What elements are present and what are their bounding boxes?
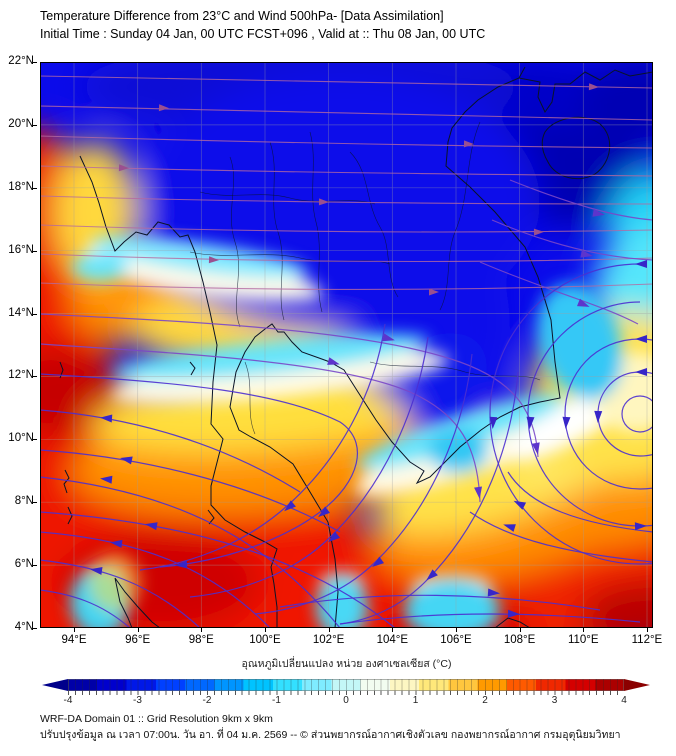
lat-tick-label: 20°N — [8, 117, 34, 130]
lon-tick-mark — [583, 628, 585, 632]
lon-tick-label: 112°E — [631, 634, 663, 646]
colorbar-tick-label: 2 — [482, 695, 488, 706]
colorbar-tick-labels: -4 -3 -2 -1 0 1 2 3 4 — [64, 695, 627, 707]
colorbar-right-arrow — [624, 679, 650, 691]
chart-subtitle: Initial Time : Sunday 04 Jan, 00 UTC FCS… — [40, 27, 486, 41]
lat-tick-label: 18°N — [8, 180, 34, 193]
longitude-axis: 94°E 96°E 98°E 100°E 102°E 104°E 106°E 108°E 110… — [0, 628, 676, 654]
lat-tick-mark — [33, 124, 37, 126]
colorbar-title: อุณหภูมิเปลี่ยนแปลง หน่วย องศาเซลเซียส (… — [241, 658, 452, 670]
map-border — [40, 62, 653, 628]
lat-tick-label: 6°N — [14, 558, 34, 571]
lat-tick-mark — [33, 187, 37, 189]
footer-credit: ปรับปรุงข้อมูล ณ เวลา 07:00น. วัน อา. ที… — [40, 729, 621, 741]
lon-tick-label: 100°E — [249, 634, 281, 646]
footer-domain-info: WRF-DA Domain 01 :: Grid Resolution 9km … — [40, 713, 273, 725]
lon-tick-mark — [455, 628, 457, 632]
lat-tick-label: 10°N — [8, 432, 34, 445]
lon-tick-label: 106°E — [440, 634, 472, 646]
title-block: Temperature Difference from 23°C and Win… — [40, 7, 485, 43]
lat-tick-mark — [33, 439, 37, 441]
lon-tick-label: 104°E — [376, 634, 409, 646]
colorbar-tick-label: -1 — [272, 695, 281, 706]
colorbar-minor-ticks — [68, 691, 624, 695]
lat-tick-label: 4°N — [14, 621, 34, 633]
colorbar-tick-label: 4 — [621, 695, 627, 706]
colorbar-tick-label: 3 — [551, 695, 558, 706]
streamline-arrows-north — [118, 83, 599, 296]
lat-tick-mark — [33, 62, 37, 63]
lon-tick-mark — [519, 628, 521, 632]
colorbar-tick-label: -2 — [202, 695, 212, 706]
lon-tick-mark — [74, 628, 75, 632]
temperature-field — [40, 62, 653, 628]
lon-tick-mark — [646, 628, 648, 632]
lon-tick-mark — [201, 628, 203, 632]
colorbar-gradient — [68, 679, 624, 691]
wind-streamlines — [40, 75, 653, 628]
colorbar-tick-label: 1 — [412, 695, 419, 706]
lon-tick-label: 96°E — [125, 634, 151, 646]
lon-tick-mark — [264, 628, 266, 632]
grid-lines — [40, 62, 653, 628]
lon-tick-label: 108°E — [503, 634, 536, 646]
streamline-arrows-south — [90, 260, 647, 618]
colorbar-tick-label: 0 — [343, 695, 349, 706]
lon-tick-mark — [137, 628, 139, 632]
lat-tick-mark — [33, 628, 37, 629]
lon-tick-mark — [328, 628, 330, 632]
lat-tick-label: 8°N — [14, 495, 34, 508]
lon-tick-label: 102°E — [312, 634, 345, 646]
lat-tick-mark — [33, 250, 37, 252]
lon-tick-label: 110°E — [567, 634, 599, 646]
streamline-arrows-mid — [327, 208, 605, 499]
lon-tick-mark — [392, 628, 394, 632]
lon-tick-label: 94°E — [61, 634, 87, 646]
colorbar-tick-label: -4 — [63, 695, 73, 706]
chart-title: Temperature Difference from 23°C and Win… — [40, 9, 444, 23]
colorbar — [42, 679, 650, 691]
footer-block: WRF-DA Domain 01 :: Grid Resolution 9km … — [40, 711, 670, 743]
map-canvas — [40, 62, 653, 628]
lat-tick-mark — [33, 565, 37, 567]
lat-tick-mark — [33, 502, 37, 504]
lat-tick-label: 16°N — [8, 243, 34, 256]
lat-tick-label: 22°N — [8, 55, 34, 67]
coastlines — [59, 66, 653, 628]
lat-tick-label: 14°N — [8, 306, 34, 319]
lat-tick-label: 12°N — [8, 369, 34, 382]
lat-tick-mark — [33, 313, 37, 315]
colorbar-left-arrow — [42, 679, 68, 691]
colorbar-tick-label: -3 — [133, 695, 142, 706]
lat-tick-mark — [33, 376, 37, 378]
latitude-axis: 22°N 20°N 18°N 16°N 14°N 12°N 10°N 8°N 6°N 4°N — [0, 55, 37, 633]
lon-tick-label: 98°E — [188, 634, 214, 646]
